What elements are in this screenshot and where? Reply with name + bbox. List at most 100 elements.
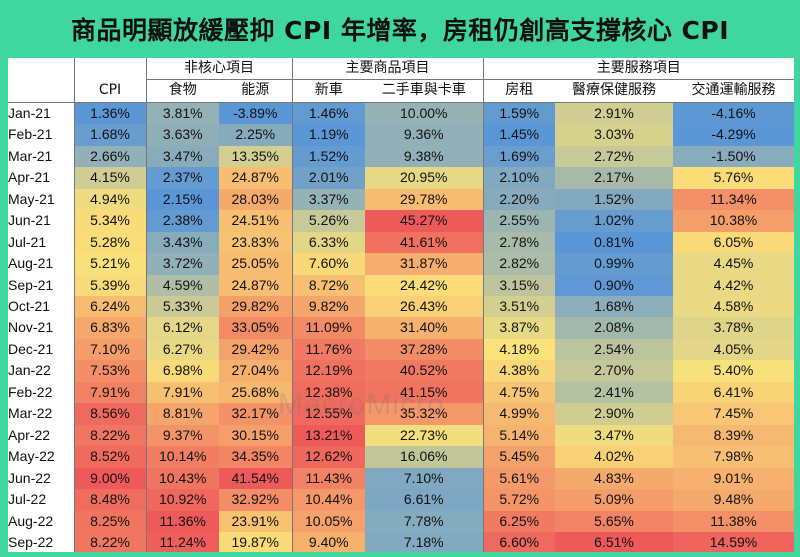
heatmap-cell: 29.82% [219, 295, 292, 318]
heatmap-cell: 8.39% [673, 424, 794, 447]
row-label: Feb-22 [8, 383, 53, 400]
row-label: Oct-21 [8, 297, 51, 314]
heatmap-cell: 8.72% [291, 274, 365, 296]
heatmap-cell: 6.33% [291, 231, 365, 254]
heatmap-cell: 5.21% [73, 253, 146, 275]
heatmap-cell: 3.87% [482, 317, 555, 339]
heatmap-cell: 0.81% [555, 231, 673, 254]
heatmap-cell: 8.81% [145, 403, 219, 425]
heatmap-cell: 6.60% [482, 531, 555, 552]
heatmap-cell: 32.92% [219, 489, 292, 511]
group-header-goods: 主要商品項目 [291, 58, 483, 81]
table-row: Sep-21 5.39% 4.59% 24.87% 8.72% 24.42% 3.15% 0.… [8, 274, 794, 296]
heatmap-cell: 24.87% [219, 274, 292, 296]
heatmap-cell: 2.08% [555, 317, 673, 339]
heatmap-cell: 2.82% [482, 253, 555, 275]
table-row: May-22 8.52% 10.14% 34.35% 12.62% 16.06% 5.45%… [8, 446, 794, 468]
row-label: Jan-22 [8, 362, 51, 379]
row-label: Aug-22 [8, 512, 54, 529]
heatmap-cell: 6.61% [365, 489, 483, 511]
heatmap-cell: 12.38% [291, 381, 365, 404]
heatmap-cell: 6.41% [673, 381, 794, 404]
heatmap-cell: 2.90% [555, 403, 673, 425]
table-row: Mar-22 8.56% 8.81% 32.17% 12.55% 35.32% 4.99% 2… [8, 403, 794, 425]
heatmap-cell: 10.14% [145, 446, 219, 468]
heatmap-cell: 35.32% [365, 403, 483, 425]
heatmap-cell: 7.91% [145, 381, 219, 404]
column-header: 食物 [145, 79, 219, 103]
page-title: 商品明顯放緩壓抑 CPI 年增率，房租仍創高支撐核心 CPI [70, 16, 730, 45]
column-header: CPI [73, 79, 146, 103]
row-label: Sep-22 [8, 533, 54, 550]
heatmap-cell: 4.42% [673, 274, 794, 296]
group-header-cpi [73, 58, 146, 80]
heatmap-cell: 24.42% [365, 274, 483, 296]
heatmap-cell: 10.92% [145, 489, 219, 511]
heatmap-cell: 5.61% [482, 467, 555, 490]
heatmap-cell: 32.17% [219, 403, 292, 425]
heatmap-cell: 10.43% [145, 467, 219, 490]
heatmap-cell: 1.68% [73, 124, 146, 146]
row-label: Nov-21 [8, 319, 54, 336]
heatmap-cell: 30.15% [219, 424, 292, 447]
heatmap-cell: 6.83% [73, 317, 146, 339]
heatmap-cell: 9.00% [73, 467, 146, 490]
heatmap-cell: 5.76% [673, 167, 794, 189]
row-label: Sep-21 [8, 276, 54, 293]
heatmap-cell: 3.15% [482, 274, 555, 296]
heatmap-cell: 8.52% [73, 446, 146, 468]
heatmap-cell: 4.05% [673, 338, 794, 361]
heatmap-cell: 3.63% [145, 124, 219, 146]
heatmap-cell: 4.18% [482, 338, 555, 361]
row-label: May-22 [8, 448, 55, 465]
heatmap-cell: 5.33% [145, 295, 219, 318]
heatmap-cell: 8.48% [73, 489, 146, 511]
heatmap-cell: 7.18% [365, 531, 483, 552]
heatmap-cell: 1.02% [555, 210, 673, 232]
heatmap-cell: 2.15% [145, 188, 219, 211]
row-label: Mar-21 [8, 147, 53, 164]
heatmap-cell: 2.20% [482, 188, 555, 211]
heatmap-cell: 5.28% [73, 231, 146, 254]
row-label: Apr-21 [8, 169, 51, 186]
heatmap-cell: 4.58% [673, 295, 794, 318]
heatmap-cell: 41.61% [365, 231, 483, 254]
table-row: Jul-21 5.28% 3.43% 23.83% 6.33% 41.61% 2.78% 0.… [8, 231, 794, 254]
heatmap-cell: 27.04% [219, 360, 292, 382]
heatmap-cell: 3.47% [145, 145, 219, 168]
row-label: Jul-21 [8, 233, 47, 250]
heatmap-cell: 9.40% [291, 531, 365, 552]
heatmap-cell: 19.87% [219, 531, 292, 552]
column-header: 能源 [219, 79, 292, 103]
heatmap-cell: 4.02% [555, 446, 673, 468]
table-row: Aug-21 5.21% 3.72% 25.05% 7.60% 31.87% 2.82% 0.… [8, 253, 794, 275]
heatmap-cell: 2.41% [555, 381, 673, 404]
heatmap-cell: 6.24% [73, 295, 146, 318]
heatmap-cell: 3.72% [145, 253, 219, 275]
heatmap-cell: 10.44% [291, 489, 365, 511]
heatmap-cell: 7.53% [73, 360, 146, 382]
heatmap-cell: 3.37% [291, 188, 365, 211]
heatmap-cell: 2.66% [73, 145, 146, 168]
heatmap-cell: 14.59% [673, 531, 794, 552]
heatmap-cell: 8.56% [73, 403, 146, 425]
heatmap-cell: 11.43% [291, 467, 365, 490]
heatmap-cell: 3.78% [673, 317, 794, 339]
heatmap-cell: 3.81% [145, 102, 219, 125]
heatmap-cell: 41.54% [219, 467, 292, 490]
heatmap-cell: 28.03% [219, 188, 292, 211]
heatmap-cell: 11.76% [291, 338, 365, 361]
heatmap-cell: 4.59% [145, 274, 219, 296]
heatmap-cell: 1.59% [482, 102, 555, 125]
row-label: Feb-21 [8, 126, 53, 143]
table-row: Sep-22 8.22% 11.24% 19.87% 9.40% 7.18% 6.60% 6.… [8, 531, 794, 552]
table-row: Apr-21 4.15% 2.37% 24.87% 2.01% 20.95% 2.10% 2.… [8, 167, 794, 189]
heatmap-cell: 5.45% [482, 446, 555, 468]
heatmap-cell: 4.75% [482, 381, 555, 404]
table-row: May-21 4.94% 2.15% 28.03% 3.37% 29.78% 2.20% 1.… [8, 188, 794, 211]
table-row: Jan-22 7.53% 6.98% 27.04% 12.19% 40.52% 4.38% 2… [8, 360, 794, 382]
heatmap-cell: 31.87% [365, 253, 483, 275]
heatmap-cell: 0.99% [555, 253, 673, 275]
heatmap-cell: 4.83% [555, 467, 673, 490]
heatmap-cell: 10.05% [291, 510, 365, 532]
